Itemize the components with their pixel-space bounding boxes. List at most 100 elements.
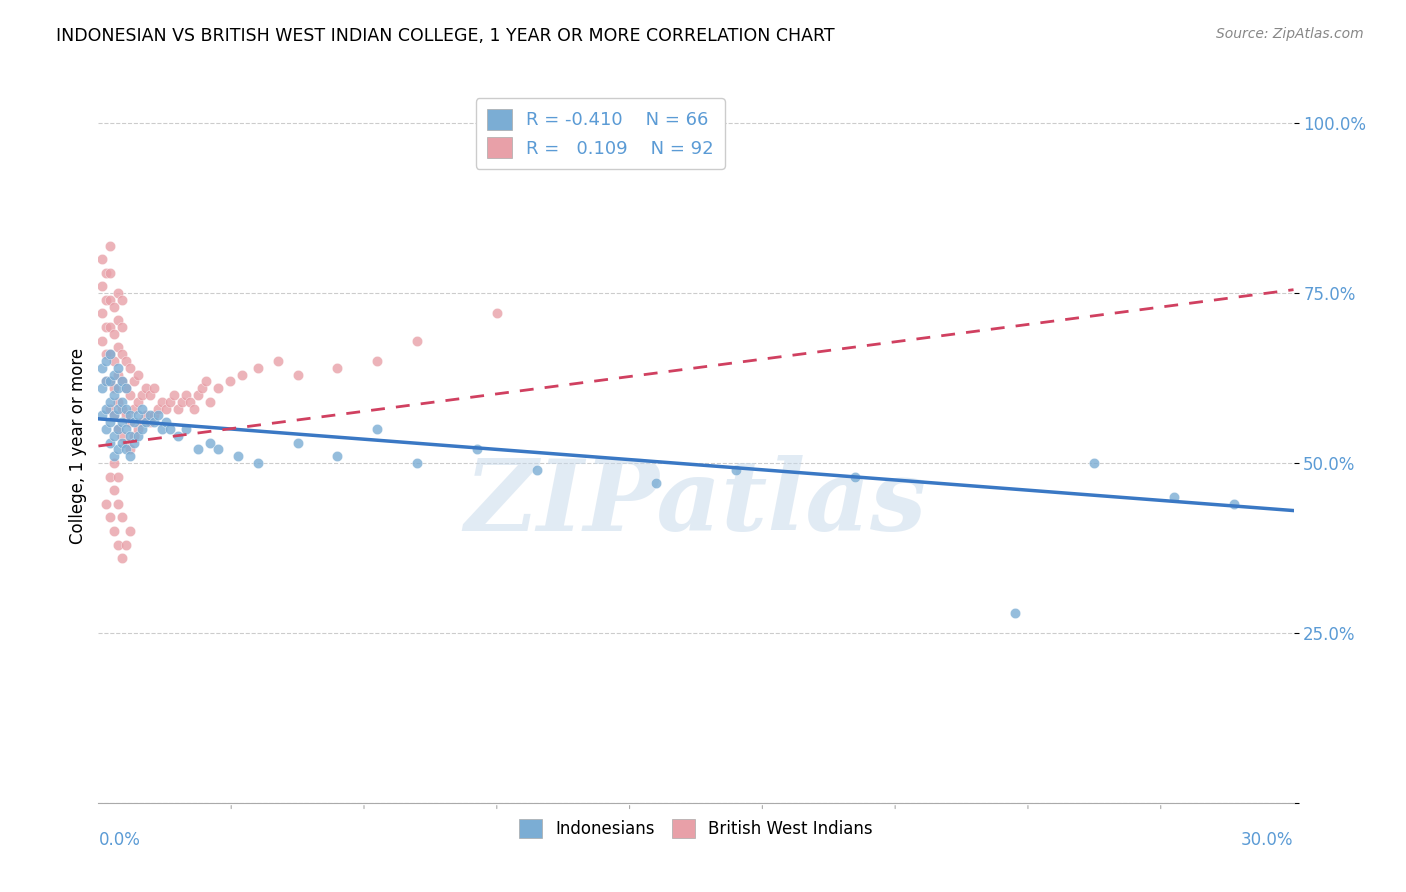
Point	[98, 394, 122, 409]
Point	[91, 381, 114, 395]
Point	[198, 435, 221, 450]
Point	[98, 347, 122, 361]
Point	[103, 388, 125, 402]
Point	[111, 375, 134, 389]
Point	[103, 409, 125, 423]
Point	[127, 429, 149, 443]
Point	[103, 354, 125, 368]
Point	[127, 394, 149, 409]
Point	[1083, 456, 1105, 470]
Point	[107, 381, 129, 395]
Point	[366, 354, 388, 368]
Point	[96, 347, 118, 361]
Point	[159, 394, 181, 409]
Point	[103, 326, 125, 341]
Point	[219, 375, 242, 389]
Point	[98, 510, 122, 524]
Point	[131, 388, 153, 402]
Point	[124, 429, 146, 443]
Point	[150, 394, 173, 409]
Point	[107, 341, 129, 355]
Point	[96, 401, 118, 416]
Point	[107, 537, 129, 551]
Point	[103, 429, 125, 443]
Point	[131, 401, 153, 416]
Point	[103, 381, 125, 395]
Point	[103, 300, 125, 314]
Point	[724, 463, 747, 477]
Point	[326, 360, 349, 375]
Point	[115, 442, 138, 457]
Point	[124, 415, 146, 429]
Point	[98, 293, 122, 307]
Point	[107, 313, 129, 327]
Point	[139, 415, 162, 429]
Point	[107, 360, 129, 375]
Point	[111, 551, 134, 566]
Point	[115, 422, 138, 436]
Point	[287, 435, 309, 450]
Point	[143, 409, 166, 423]
Point	[98, 375, 122, 389]
Point	[326, 449, 349, 463]
Point	[98, 266, 122, 280]
Point	[124, 375, 146, 389]
Point	[187, 442, 209, 457]
Point	[91, 409, 114, 423]
Point	[96, 422, 118, 436]
Point	[96, 375, 118, 389]
Legend: Indonesians, British West Indians: Indonesians, British West Indians	[512, 812, 880, 845]
Point	[111, 510, 134, 524]
Point	[120, 429, 142, 443]
Point	[111, 375, 134, 389]
Point	[111, 435, 134, 450]
Point	[98, 415, 122, 429]
Point	[120, 449, 142, 463]
Point	[107, 286, 129, 301]
Point	[120, 409, 142, 423]
Point	[115, 381, 138, 395]
Point	[96, 375, 118, 389]
Point	[148, 401, 170, 416]
Point	[406, 334, 429, 348]
Point	[127, 368, 149, 382]
Point	[115, 537, 138, 551]
Point	[207, 381, 229, 395]
Point	[174, 422, 197, 436]
Point	[98, 320, 122, 334]
Point	[91, 360, 114, 375]
Point	[143, 415, 166, 429]
Point	[198, 394, 221, 409]
Text: ZIPatlas: ZIPatlas	[465, 455, 927, 551]
Point	[115, 381, 138, 395]
Point	[111, 415, 134, 429]
Point	[465, 442, 488, 457]
Point	[96, 320, 118, 334]
Point	[127, 409, 149, 423]
Point	[124, 435, 146, 450]
Point	[103, 409, 125, 423]
Point	[111, 429, 134, 443]
Point	[187, 388, 209, 402]
Point	[103, 483, 125, 498]
Point	[139, 409, 162, 423]
Point	[183, 401, 205, 416]
Point	[135, 381, 157, 395]
Point	[111, 401, 134, 416]
Point	[1223, 497, 1246, 511]
Point	[111, 320, 134, 334]
Point	[645, 476, 668, 491]
Point	[98, 375, 122, 389]
Point	[1163, 490, 1185, 504]
Point	[231, 368, 253, 382]
Point	[148, 409, 170, 423]
Point	[366, 422, 388, 436]
Point	[1004, 606, 1026, 620]
Point	[107, 422, 129, 436]
Point	[91, 252, 114, 266]
Point	[91, 279, 114, 293]
Point	[91, 306, 114, 320]
Point	[135, 409, 157, 423]
Point	[98, 469, 122, 483]
Point	[98, 238, 122, 252]
